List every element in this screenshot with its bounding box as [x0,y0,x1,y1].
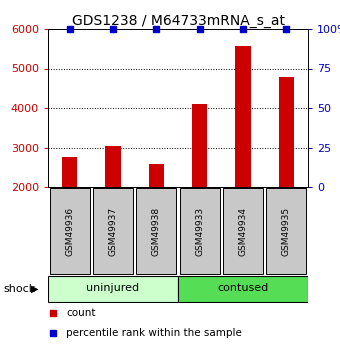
Bar [105,146,121,187]
Text: ▶: ▶ [31,284,38,294]
Text: count: count [66,308,96,318]
Title: GDS1238 / M64733mRNA_s_at: GDS1238 / M64733mRNA_s_at [71,14,285,28]
Text: contused: contused [217,284,269,294]
Bar [48,276,178,302]
Text: GSM49935: GSM49935 [282,206,291,256]
Text: GSM49933: GSM49933 [195,206,204,256]
Text: uninjured: uninjured [86,284,139,294]
Bar [149,164,164,187]
Text: GSM49938: GSM49938 [152,206,161,256]
Text: GSM49934: GSM49934 [238,207,248,256]
Bar [136,188,176,274]
Bar [267,188,306,274]
Text: percentile rank within the sample: percentile rank within the sample [66,328,242,338]
Text: GSM49936: GSM49936 [65,206,74,256]
Bar [235,46,251,187]
Bar [279,77,294,187]
Bar [178,276,308,302]
Text: GSM49937: GSM49937 [108,206,118,256]
Text: shock: shock [3,284,36,294]
Bar [62,157,77,187]
Bar [223,188,263,274]
Bar [180,188,220,274]
Bar [93,188,133,274]
Bar [50,188,90,274]
Bar [192,104,207,187]
